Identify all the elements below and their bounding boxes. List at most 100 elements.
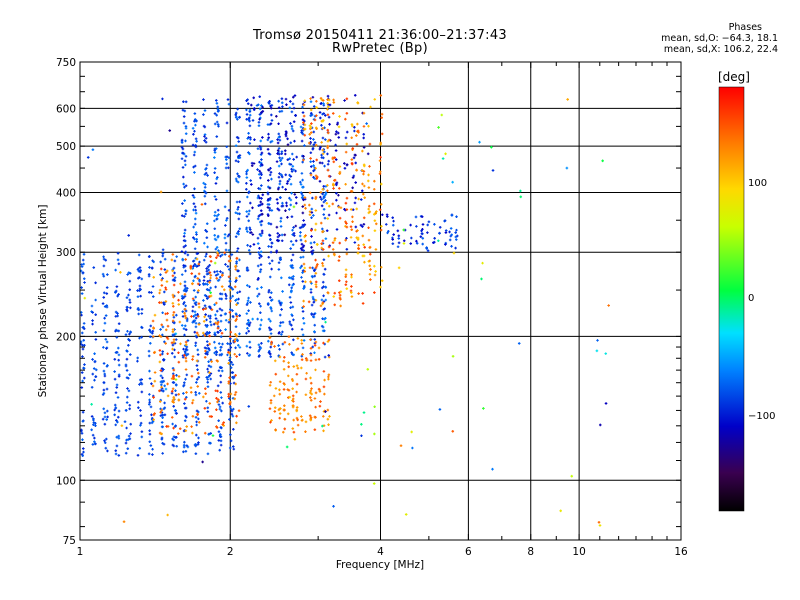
data-point [194, 325, 198, 329]
data-point [310, 122, 313, 125]
data-point [299, 256, 303, 259]
data-point [291, 243, 295, 247]
data-point [149, 341, 152, 345]
data-point [305, 371, 308, 375]
data-point [81, 355, 84, 358]
data-point [163, 268, 167, 271]
data-point [202, 275, 206, 279]
data-point [294, 114, 297, 117]
data-point [203, 293, 207, 297]
data-point [124, 333, 128, 337]
data-point [194, 313, 197, 317]
data-point [275, 198, 279, 201]
data-point [295, 416, 299, 420]
data-point [314, 283, 318, 286]
data-point [102, 274, 106, 278]
data-point [373, 219, 377, 222]
data-point [136, 359, 139, 363]
data-point [320, 141, 323, 144]
data-point [140, 390, 144, 394]
data-point [309, 396, 312, 399]
data-point [314, 228, 317, 232]
data-point [184, 132, 188, 135]
data-point [324, 192, 328, 196]
data-point [202, 299, 205, 302]
data-point [92, 367, 96, 370]
data-point [215, 113, 218, 117]
data-point [234, 332, 237, 336]
data-point [368, 142, 372, 146]
data-point [229, 296, 232, 300]
data-point [182, 296, 185, 300]
data-point [184, 377, 187, 381]
data-point [192, 202, 196, 205]
data-point [195, 381, 198, 384]
data-point [148, 432, 152, 436]
data-point [268, 208, 272, 212]
data-point [259, 223, 263, 227]
data-point [186, 253, 190, 257]
data-point [269, 106, 273, 110]
data-point [308, 414, 312, 418]
data-point [268, 262, 272, 265]
data-point [148, 440, 152, 444]
data-point [288, 106, 292, 110]
data-point [238, 115, 241, 119]
data-point [181, 258, 185, 262]
data-point [185, 373, 189, 377]
data-point [245, 172, 248, 176]
data-point [414, 215, 418, 219]
data-point [267, 288, 271, 292]
data-point [309, 157, 312, 160]
data-point [598, 423, 602, 427]
data-point [209, 286, 212, 290]
data-point [256, 317, 259, 321]
data-point [421, 227, 424, 231]
data-point [276, 187, 280, 191]
data-point [326, 408, 330, 412]
data-point [301, 333, 305, 337]
data-point [208, 316, 212, 320]
data-point [294, 196, 298, 199]
data-point [267, 136, 271, 140]
data-point [225, 189, 229, 193]
data-point [279, 216, 283, 220]
data-point [293, 437, 297, 441]
data-point [128, 437, 132, 441]
data-point [260, 158, 263, 161]
data-point [216, 279, 220, 282]
data-point [236, 172, 239, 176]
data-point [295, 382, 299, 386]
data-point [284, 188, 287, 191]
data-point [283, 427, 287, 431]
data-point [102, 296, 106, 299]
data-point [209, 358, 213, 362]
data-point [266, 148, 270, 151]
data-point [441, 157, 445, 160]
data-point [300, 172, 304, 175]
data-point [173, 409, 177, 412]
data-point [315, 114, 318, 117]
data-point [203, 304, 207, 307]
data-point [216, 330, 219, 334]
data-point [337, 205, 341, 209]
data-point [245, 226, 248, 230]
data-point [139, 378, 142, 382]
data-point [189, 386, 193, 389]
data-point [277, 332, 281, 335]
data-point [325, 229, 329, 232]
data-point [378, 208, 382, 212]
data-point [295, 390, 298, 394]
data-point [234, 159, 238, 163]
data-point [183, 280, 187, 284]
data-point [270, 113, 273, 117]
data-point [309, 359, 313, 362]
data-point [204, 168, 207, 171]
data-point [238, 274, 242, 278]
data-point [260, 104, 263, 107]
data-point [209, 276, 212, 280]
data-point [158, 360, 162, 364]
data-point [326, 146, 329, 150]
data-point [193, 118, 197, 121]
data-point [300, 225, 304, 229]
